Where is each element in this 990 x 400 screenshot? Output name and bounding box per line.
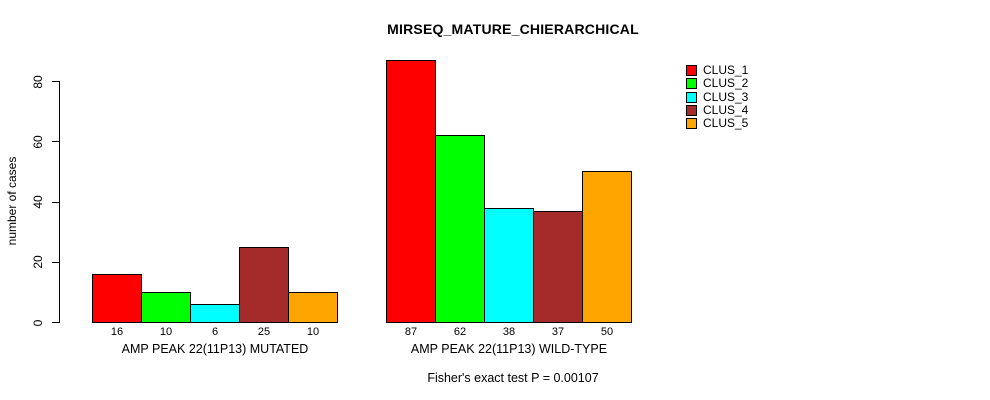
bar-value-label: 38 xyxy=(502,326,516,338)
bar-clus_1-group1 xyxy=(92,274,142,323)
bar-value-label: 37 xyxy=(551,326,565,338)
legend-label: CLUS_3 xyxy=(703,89,749,104)
y-tick-label: 40 xyxy=(31,195,45,209)
y-tick xyxy=(52,261,59,263)
category-label: AMP PEAK 22(11P13) MUTATED xyxy=(121,342,309,356)
y-axis-label: number of cases xyxy=(5,156,19,246)
bar-clus_2-group1 xyxy=(141,292,191,323)
bar-value-label: 6 xyxy=(211,326,219,338)
bar-clus_1-group2 xyxy=(386,60,436,323)
caption-text: Fisher's exact test P = 0.00107 xyxy=(427,371,599,385)
bar-clus_5-group1 xyxy=(288,292,338,323)
legend-swatch-clus_5 xyxy=(686,118,697,129)
bar-value-label: 10 xyxy=(159,326,173,338)
legend-item-clus_3: CLUS_3 xyxy=(686,89,749,104)
legend-label: CLUS_2 xyxy=(703,76,749,91)
bar-value-label: 87 xyxy=(404,326,418,338)
bar-clus_4-group1 xyxy=(239,247,289,323)
bar-clus_3-group1 xyxy=(190,304,240,323)
y-tick xyxy=(52,81,59,82)
y-tick xyxy=(52,322,59,323)
category-label: AMP PEAK 22(11P13) WILD-TYPE xyxy=(410,342,608,356)
legend-item-clus_4: CLUS_4 xyxy=(686,102,749,117)
y-tick-label: 0 xyxy=(31,319,45,326)
chart-title: MIRSEQ_MATURE_CHIERARCHICAL xyxy=(387,21,639,37)
y-tick-label: 60 xyxy=(31,135,45,149)
legend-label: CLUS_5 xyxy=(703,116,749,130)
bar-clus_5-group2 xyxy=(582,171,632,323)
bar-clus_4-group2 xyxy=(533,211,583,323)
bar-value-label: 62 xyxy=(453,326,467,338)
legend-item-clus_5: CLUS_5 xyxy=(686,117,748,130)
y-tick xyxy=(52,201,59,203)
legend-label: CLUS_4 xyxy=(703,102,749,117)
bar-clus_3-group2 xyxy=(484,208,534,323)
bar-value-label: 10 xyxy=(306,326,320,338)
y-tick-label: 20 xyxy=(31,255,45,269)
y-tick-label: 80 xyxy=(31,74,45,89)
bar-value-label: 16 xyxy=(110,326,124,338)
bar-value-label: 50 xyxy=(600,326,614,338)
bar-clus_2-group2 xyxy=(435,135,485,323)
y-tick xyxy=(52,141,59,143)
legend-item-clus_1: CLUS_1 xyxy=(686,64,748,77)
bar-value-label: 25 xyxy=(257,326,271,338)
legend-swatch-clus_4 xyxy=(686,104,697,116)
legend-item-clus_2: CLUS_2 xyxy=(686,77,748,90)
legend-label: CLUS_1 xyxy=(703,63,749,77)
y-axis-line xyxy=(59,81,60,323)
legend-swatch-clus_1 xyxy=(686,65,697,76)
legend-swatch-clus_3 xyxy=(686,91,697,103)
legend-swatch-clus_2 xyxy=(686,78,697,90)
